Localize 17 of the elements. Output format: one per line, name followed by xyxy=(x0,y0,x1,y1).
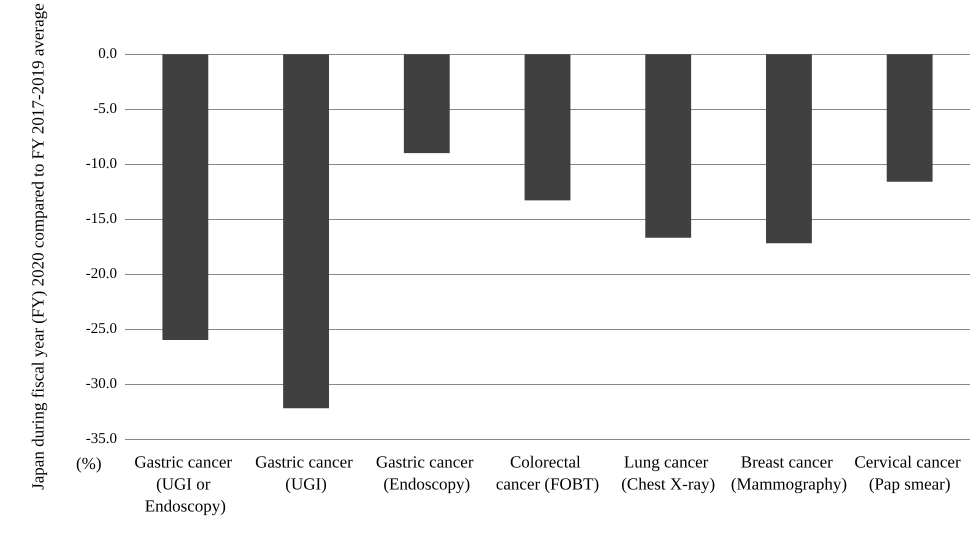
y-tick-label: -35.0 xyxy=(86,431,117,447)
x-tick-label: Lung cancer (Chest X-ray) xyxy=(621,452,716,494)
y-tick-label: -15.0 xyxy=(86,211,117,228)
x-tick-label: Colorectal cancer (FOBT) xyxy=(496,452,600,494)
y-axis-title: Japan during fiscal year (FY) 2020 compared to FY 2017-2019 average xyxy=(28,3,48,490)
x-tick-label: Cervical cancer (Pap smear) xyxy=(854,452,965,494)
x-tick-label: Gastric cancer (Endoscopy) xyxy=(376,452,478,494)
x-tick-label: Breast cancer (Mammography) xyxy=(730,452,847,494)
y-tick-label: -25.0 xyxy=(86,321,117,338)
text: (%) xyxy=(76,454,102,473)
y-tick-label: -10.0 xyxy=(86,156,117,172)
y-tick-label: -30.0 xyxy=(86,376,117,392)
y-tick-label: -20.0 xyxy=(86,266,117,282)
y-tick-label: 0.0 xyxy=(98,46,117,62)
x-tick-label: Gastric cancer (UGI or Endoscopy) xyxy=(134,452,236,516)
x-tick-label: Gastric cancer (UGI) xyxy=(255,452,358,494)
y-tick-label: -5.0 xyxy=(93,101,117,118)
